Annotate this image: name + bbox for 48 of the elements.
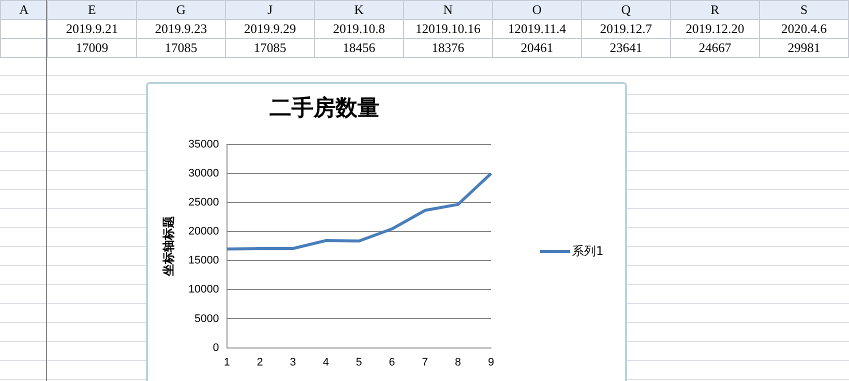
x-tick-label: 1	[224, 356, 230, 368]
text: 12019.11.4	[492, 20, 582, 38]
text: 17085	[136, 38, 226, 58]
y-tick-label: 30000	[188, 167, 219, 180]
x-tick-label: 5	[356, 356, 362, 368]
y-tick-label: 20000	[188, 226, 219, 238]
text: 2019.12.20	[670, 20, 760, 38]
text: 17085	[226, 38, 314, 58]
text: J	[226, 0, 314, 20]
text: G	[136, 0, 226, 20]
text: 2019.9.23	[136, 20, 226, 38]
text: 20461	[492, 38, 582, 58]
text: 29981	[760, 38, 848, 58]
text: O	[492, 0, 582, 20]
text: 2020.4.6	[760, 20, 848, 38]
text: 12019.10.16	[404, 20, 492, 38]
y-axis-title: 坐标轴标题	[162, 216, 176, 278]
x-tick-label: 4	[322, 356, 330, 368]
x-tick-label: 3	[290, 356, 296, 368]
text: 17009	[48, 38, 136, 58]
text: 18376	[404, 38, 492, 58]
x-tick-label: 9	[488, 356, 494, 368]
text: S	[760, 0, 848, 20]
text: 18456	[314, 38, 404, 58]
y-tick-label: 25000	[188, 196, 219, 209]
text: 2019.10.8	[314, 20, 404, 38]
text: 2019.12.7	[582, 20, 670, 38]
x-tick-label: 2	[256, 356, 264, 368]
x-tick-label: 8	[454, 356, 462, 368]
text: K	[314, 0, 404, 20]
x-tick-label: 6	[388, 356, 396, 368]
text: A	[0, 0, 48, 20]
x-tick-label: 7	[422, 356, 428, 368]
y-tick-label: 15000	[188, 254, 219, 267]
text: 2019.9.29	[226, 20, 314, 38]
y-tick-label: 0	[212, 342, 219, 354]
text: Q	[582, 0, 670, 20]
y-tick-label: 35000	[188, 138, 219, 150]
text: E	[48, 0, 136, 20]
text: 23641	[582, 38, 670, 58]
y-tick-label: 10000	[188, 284, 219, 296]
text: R	[670, 0, 760, 20]
text: 2019.9.21	[48, 20, 136, 38]
y-tick-label: 5000	[194, 312, 219, 325]
text: 24667	[670, 38, 760, 58]
text: N	[404, 0, 492, 20]
chart-title: 二手房数量	[270, 94, 380, 121]
legend-label: 系列1	[572, 243, 604, 260]
